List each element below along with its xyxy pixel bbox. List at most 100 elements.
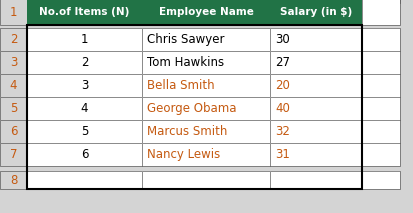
Bar (142, 51, 270, 74)
Bar (142, 51, 270, 74)
Bar (142, 171, 270, 189)
Bar (0, 0, 27, 25)
Bar (0, 28, 27, 51)
Bar (270, 28, 362, 51)
Bar (270, 171, 362, 189)
Bar (142, 171, 270, 189)
Bar (142, 143, 270, 166)
Bar (362, 28, 400, 51)
Bar (142, 28, 270, 51)
Text: Employee Name: Employee Name (159, 7, 254, 17)
Text: 32: 32 (275, 125, 290, 138)
Text: 7: 7 (10, 148, 17, 161)
Text: 40: 40 (275, 102, 290, 115)
Text: 1: 1 (81, 33, 88, 46)
Text: 6: 6 (10, 125, 17, 138)
Bar (270, 97, 362, 120)
Text: 8: 8 (10, 174, 17, 187)
Bar (27, 143, 142, 166)
Bar (142, 120, 270, 143)
Bar (142, 0, 270, 25)
Text: 3: 3 (81, 79, 88, 92)
Text: 20: 20 (275, 79, 290, 92)
Bar (142, 74, 270, 97)
Text: 4: 4 (81, 102, 88, 115)
Text: 27: 27 (275, 56, 290, 69)
Bar (27, 0, 142, 3)
Bar (27, 97, 142, 120)
Text: 6: 6 (81, 148, 88, 161)
Bar (27, 74, 142, 97)
Bar (0, 171, 27, 189)
Bar (270, 0, 362, 25)
Bar (0, 120, 27, 143)
Text: 3: 3 (10, 56, 17, 69)
Text: Chris Sawyer: Chris Sawyer (147, 33, 225, 46)
Bar (270, 28, 362, 51)
Bar (270, 143, 362, 166)
Bar (142, 120, 270, 143)
Bar (142, 143, 270, 166)
Text: Bella Smith: Bella Smith (147, 79, 215, 92)
Bar (0, 0, 27, 3)
Bar (270, 0, 362, 25)
Bar (270, 0, 362, 3)
Bar (27, 97, 142, 120)
Text: Salary (in $): Salary (in $) (280, 7, 352, 17)
Bar (27, 0, 142, 3)
Bar (362, 120, 400, 143)
Bar (27, 51, 142, 74)
Bar (142, 74, 270, 97)
Text: George Obama: George Obama (147, 102, 237, 115)
Bar (27, 0, 142, 25)
Bar (142, 97, 270, 120)
Bar (362, 0, 400, 3)
Text: 4: 4 (10, 79, 17, 92)
Bar (270, 74, 362, 97)
Text: 5: 5 (81, 125, 88, 138)
Bar (270, 51, 362, 74)
Text: 5: 5 (10, 102, 17, 115)
Bar (27, 74, 142, 97)
Bar (0, 171, 27, 189)
Text: 31: 31 (275, 148, 290, 161)
Bar (27, 0, 142, 25)
Bar (27, 120, 142, 143)
Bar (362, 97, 400, 120)
Bar (0, 143, 27, 166)
Bar (142, 97, 270, 120)
Text: 30: 30 (275, 33, 290, 46)
Text: Tom Hawkins: Tom Hawkins (147, 56, 224, 69)
Bar (362, 143, 400, 166)
Bar (362, 97, 400, 120)
Text: No.of Items (N): No.of Items (N) (39, 7, 130, 17)
Text: 1: 1 (10, 6, 17, 19)
Bar (270, 143, 362, 166)
Bar (362, 0, 400, 25)
Bar (0, 97, 27, 120)
Bar (27, 51, 142, 74)
Bar (270, 0, 362, 3)
Text: Marcus Smith: Marcus Smith (147, 125, 228, 138)
Bar (362, 120, 400, 143)
Bar (362, 28, 400, 51)
Bar (27, 25, 362, 189)
Bar (270, 171, 362, 189)
Bar (270, 120, 362, 143)
Bar (270, 51, 362, 74)
Bar (0, 120, 27, 143)
Bar (270, 97, 362, 120)
Bar (27, 120, 142, 143)
Bar (362, 51, 400, 74)
Bar (362, 0, 400, 25)
Bar (27, 28, 142, 51)
Bar (270, 120, 362, 143)
Polygon shape (9, 4, 26, 17)
Bar (142, 0, 270, 3)
Bar (0, 74, 27, 97)
Bar (362, 0, 400, 3)
Text: Nancy Lewis: Nancy Lewis (147, 148, 220, 161)
Bar (27, 28, 142, 51)
Bar (0, 51, 27, 74)
Bar (142, 28, 270, 51)
